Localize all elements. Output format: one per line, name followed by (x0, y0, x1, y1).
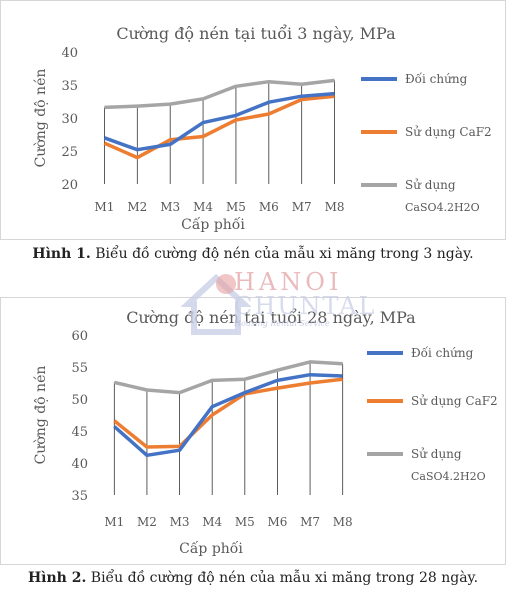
chart-1-legend-label-0: Đối chứng (405, 71, 468, 86)
chart-1-caption-label: Hình 1. (32, 246, 91, 262)
chart-1-xtick-7: M8 (325, 200, 345, 214)
chart-2-legend-label-2-1: CaSO4.2H2O (411, 470, 486, 483)
chart-2-ytick-1: 40 (71, 457, 88, 472)
chart-1-ytick-1: 25 (61, 145, 78, 160)
chart-2-title: Cường độ nén tại tuổi 28 ngày, MPa (126, 308, 416, 327)
chart-2-legend-label-2-0: Sử dụng (411, 447, 462, 461)
watermark-logo (180, 273, 252, 335)
chart-1-frame: Cường độ nén tại tuổi 3 ngày, MPa 20 25 30 3… (0, 0, 506, 240)
chart-1-svg: Cường độ nén tại tuổi 3 ngày, MPa 20 25 30 3… (33, 24, 492, 233)
chart-1-legend-label-2-0: Sử dụng (405, 178, 456, 192)
chart-1-ytick-2: 30 (61, 112, 78, 127)
chart-2-xlabel: Cấp phối (179, 540, 243, 557)
chart-2-series-0-line (113, 372, 343, 458)
chart-1-legend-label-2-1: CaSO4.2H2O (405, 201, 480, 214)
chart-1-xtick-0: M1 (94, 200, 114, 214)
watermark-text: HANOI CHUNTAL Housing Rental Service (234, 270, 376, 328)
chart-2-xtick-6: M7 (300, 515, 320, 529)
watermark-line2: CHUNTAL (234, 292, 377, 320)
chart-1-caption: Hình 1. Biểu đồ cường độ nén của mẫu xi … (0, 246, 506, 262)
chart-1-xtick-4: M5 (226, 200, 246, 214)
chart-1-ytick-3: 35 (61, 79, 78, 94)
chart-1-series-1-line (103, 94, 335, 160)
chart-2-ytick-2: 45 (71, 425, 88, 440)
chart-2-caption-text: Biểu đồ cường độ nén của mẫu xi măng tro… (86, 570, 479, 586)
chart-1-ytick-4: 40 (61, 46, 78, 61)
chart-1-series-0-line (103, 91, 335, 152)
chart-2-series-2-line (113, 360, 343, 395)
chart-2-svg: Cường độ nén tại tuổi 28 ngày, MPa 35 40 45… (33, 308, 498, 557)
chart-2-caption-label: Hình 2. (27, 570, 87, 586)
watermark-line3: Housing Rental Service (234, 319, 330, 328)
watermark-dot (216, 274, 236, 294)
chart-2-xtick-4: M5 (235, 515, 255, 529)
chart-2-legend-label-0: Đối chứng (411, 345, 474, 360)
chart-2-ytick-0: 35 (71, 489, 88, 504)
chart-2-caption: Hình 2. Biểu đồ cường độ nén của mẫu xi … (0, 570, 506, 586)
chart-2-xtick-7: M8 (333, 515, 353, 529)
chart-2-xtick-2: M3 (170, 515, 190, 529)
chart-2-ytick-5: 60 (71, 329, 88, 344)
chart-2-ylabel: Cường độ nén (33, 366, 49, 465)
chart-1-legend-label-1: Sử dụng CaF2 (405, 125, 492, 139)
chart-1-xtick-5: M6 (259, 200, 279, 214)
watermark-line1: HANOI (234, 268, 343, 296)
chart-2-series-1-line (113, 377, 343, 449)
chart-2-xtick-1: M2 (137, 515, 157, 529)
chart-1-xtick-1: M2 (127, 200, 147, 214)
chart-1-xtick-6: M7 (292, 200, 312, 214)
chart-2-legend-label-1: Sử dụng CaF2 (411, 394, 498, 408)
chart-1-title: Cường độ nén tại tuổi 3 ngày, MPa (116, 24, 396, 43)
chart-2-xtick-5: M6 (267, 515, 287, 529)
chart-1-ytick-0: 20 (61, 178, 78, 193)
chart-2-xtick-3: M4 (202, 515, 222, 529)
chart-2-xtick-0: M1 (104, 515, 124, 529)
chart-2-ytick-4: 55 (71, 361, 88, 376)
chart-1-ylabel: Cường độ nén (33, 69, 49, 168)
chart-1-xtick-3: M4 (193, 200, 213, 214)
chart-1-xtick-2: M3 (160, 200, 180, 214)
chart-1-caption-text: Biểu đồ cường độ nén của mẫu xi măng tro… (90, 246, 474, 262)
chart-1-xlabel: Cấp phối (181, 216, 245, 233)
chart-1-series-2-line (104, 78, 335, 110)
chart-2-ytick-3: 50 (71, 393, 88, 408)
